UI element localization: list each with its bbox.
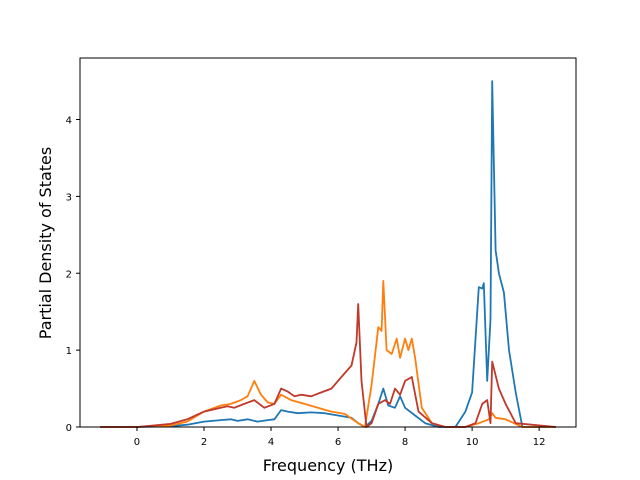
x-tick-label: 10: [466, 437, 479, 448]
x-tick-label: 0: [134, 437, 140, 448]
x-tick-label: 4: [268, 437, 274, 448]
series-line-1: [100, 80, 556, 428]
y-axis-ticks: 0 1 2 3 4: [66, 116, 80, 434]
y-tick-label: 2: [66, 269, 72, 280]
series-line-3: [100, 303, 556, 428]
x-tick-label: 8: [402, 437, 408, 448]
y-axis-label: Partial Density of States: [36, 147, 55, 339]
x-axis-label: Frequency (THz): [263, 456, 393, 475]
y-tick-label: 0: [66, 423, 72, 434]
y-tick-label: 4: [66, 116, 72, 127]
y-tick-label: 1: [66, 346, 72, 357]
y-tick-label: 3: [66, 192, 72, 203]
plot-frame: [79, 57, 577, 428]
x-axis-ticks: 0 2 4 6 8 10 12: [134, 427, 546, 448]
x-tick-label: 6: [335, 437, 341, 448]
x-tick-label: 12: [533, 437, 546, 448]
x-tick-label: 2: [201, 437, 207, 448]
